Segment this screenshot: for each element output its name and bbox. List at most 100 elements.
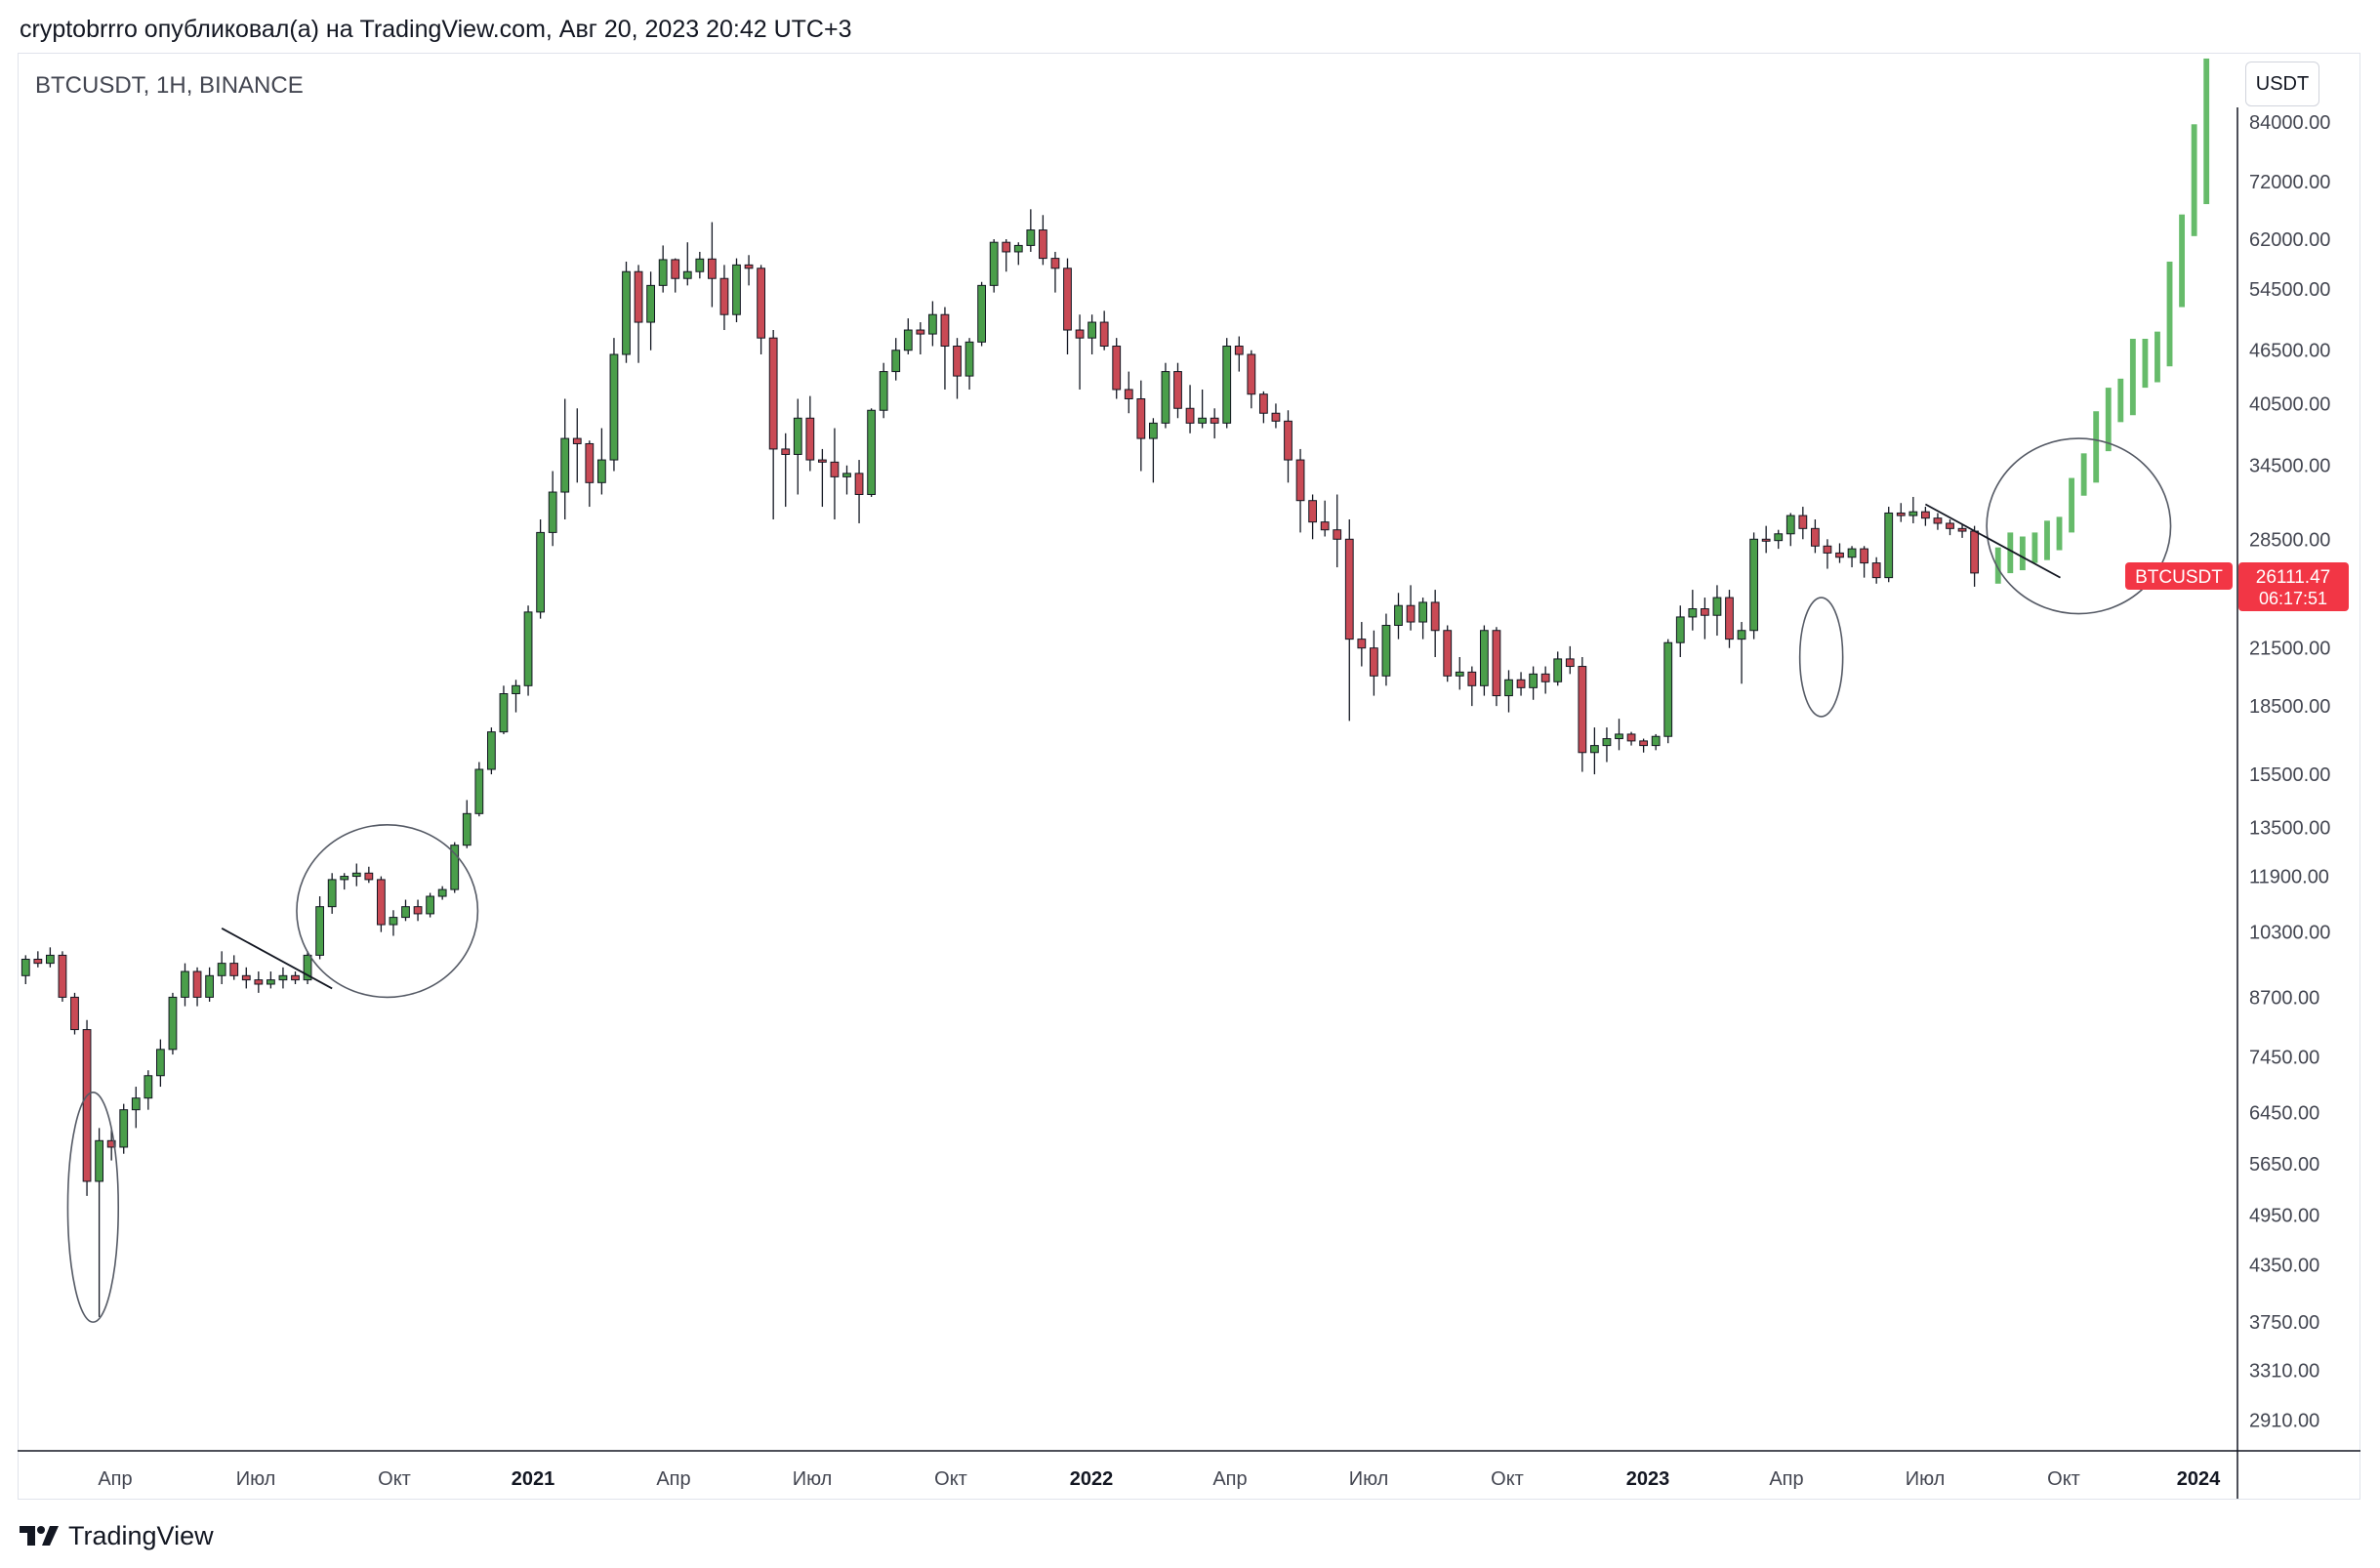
candle xyxy=(1785,513,1795,547)
annotation-ellipse[interactable] xyxy=(66,1092,120,1323)
candle xyxy=(303,951,312,984)
time-axis-label: 2022 xyxy=(1070,1468,1114,1490)
time-axis: Апр Июл Окт 2021 Апр Июл Окт 2022 Апр Июл Окт 2023 А… xyxy=(98,1468,2221,1490)
price-axis-label: 6450.00 xyxy=(2249,1103,2319,1125)
candle xyxy=(977,281,987,347)
price-axis: 84000.00 72000.00 62000.00 54500.00 46500.00… xyxy=(2249,112,2330,1431)
candle xyxy=(1639,738,1649,753)
price-axis-label: 15500.00 xyxy=(2249,764,2330,786)
annotation-trendline[interactable] xyxy=(221,928,333,990)
candle xyxy=(192,967,202,1007)
projection-bar xyxy=(2031,532,2038,563)
candle xyxy=(768,330,778,519)
candle xyxy=(1063,258,1072,355)
candle xyxy=(1553,651,1563,686)
candle xyxy=(462,800,472,848)
annotation-trendline[interactable] xyxy=(1924,503,2061,579)
candle xyxy=(1847,546,1857,568)
candle xyxy=(45,947,55,968)
candle xyxy=(1271,403,1281,429)
candle xyxy=(1712,585,1722,637)
projection-layer xyxy=(1994,58,2210,584)
candle xyxy=(1540,666,1550,694)
candle xyxy=(548,471,557,547)
candle xyxy=(1295,448,1305,533)
candle xyxy=(1688,590,1698,631)
projection-bar xyxy=(2129,339,2136,416)
time-axis-label: Окт xyxy=(1491,1468,1524,1490)
candle xyxy=(707,222,717,308)
projection-bar xyxy=(2056,516,2063,551)
candle xyxy=(879,362,888,419)
tradingview-logo-text: TradingView xyxy=(68,1520,214,1550)
candle xyxy=(671,258,680,293)
projection-bar xyxy=(2007,532,2014,574)
candle xyxy=(1896,503,1906,522)
candle xyxy=(1798,507,1808,540)
projection-bar xyxy=(2117,378,2124,423)
time-axis-label: Апр xyxy=(1212,1468,1247,1490)
candle xyxy=(634,265,643,363)
time-axis-label: 2021 xyxy=(512,1468,555,1490)
candle xyxy=(1258,391,1268,424)
candle xyxy=(1185,385,1195,433)
candle xyxy=(1920,507,1930,526)
publish-info: cryptobrrro опубликовал(а) на TradingVie… xyxy=(20,16,852,43)
candle xyxy=(1615,719,1623,751)
candle xyxy=(989,238,999,293)
candle xyxy=(254,971,264,993)
annotation-ellipse[interactable] xyxy=(1986,437,2172,615)
candle xyxy=(450,842,460,893)
price-axis-label: 4350.00 xyxy=(2249,1255,2319,1276)
candle xyxy=(916,322,925,355)
candle xyxy=(1626,731,1636,746)
price-axis-label: 8700.00 xyxy=(2249,987,2319,1009)
candle xyxy=(21,955,30,984)
candle xyxy=(1871,557,1881,584)
candle xyxy=(241,967,251,989)
candles-layer xyxy=(21,209,1980,1317)
price-axis-label: 13500.00 xyxy=(2249,818,2330,840)
candle xyxy=(1749,532,1759,640)
candle xyxy=(842,465,851,495)
price-axis-label: 72000.00 xyxy=(2249,172,2330,193)
candle xyxy=(327,873,337,914)
price-tag-bg xyxy=(2238,562,2349,611)
candle xyxy=(1737,622,1746,684)
annotation-ellipse[interactable] xyxy=(296,823,479,999)
candle xyxy=(1933,513,1943,530)
candle xyxy=(1161,362,1170,429)
candle xyxy=(757,265,766,355)
projection-bar xyxy=(2203,58,2210,205)
candle xyxy=(523,605,533,696)
projection-bar xyxy=(2191,124,2197,236)
candle xyxy=(1443,625,1453,682)
price-axis-label: 7450.00 xyxy=(2249,1048,2319,1069)
projection-bar xyxy=(2142,339,2149,389)
projection-bar xyxy=(2044,520,2050,560)
candle xyxy=(744,255,754,286)
time-axis-label: Окт xyxy=(2047,1468,2080,1490)
candle xyxy=(486,727,496,775)
candle xyxy=(82,1019,92,1196)
price-axis-label: 11900.00 xyxy=(2249,867,2329,888)
symbol-interval-label[interactable]: BTCUSDT, 1H, BINANCE xyxy=(35,72,304,99)
time-axis-label: Апр xyxy=(656,1468,690,1490)
price-axis-label: 28500.00 xyxy=(2249,529,2330,551)
candle xyxy=(891,338,901,381)
candle xyxy=(33,951,43,968)
candle xyxy=(1529,666,1539,700)
candle xyxy=(609,338,619,472)
candle xyxy=(903,318,913,355)
candle xyxy=(1835,543,1844,563)
price-axis-label: 5650.00 xyxy=(2249,1154,2319,1176)
annotation-ellipse[interactable] xyxy=(1798,597,1844,718)
time-axis-label: Июл xyxy=(793,1468,833,1490)
tradingview-logo[interactable]: TradingView xyxy=(20,1519,214,1552)
time-axis-label: Июл xyxy=(1906,1468,1946,1490)
candle xyxy=(266,971,275,989)
candle xyxy=(572,408,582,483)
candle xyxy=(793,398,802,495)
currency-button[interactable]: USDT xyxy=(2245,62,2319,106)
